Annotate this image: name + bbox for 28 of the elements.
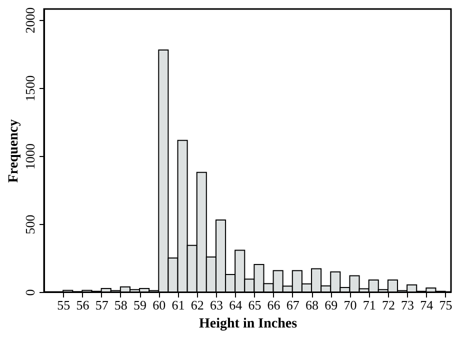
x-tick-label: 56	[76, 298, 90, 312]
x-tick-label: 69	[324, 298, 338, 312]
x-tick-label: 71	[362, 298, 376, 312]
y-tick-label: 0	[22, 289, 38, 296]
x-tick-label: 63	[210, 298, 223, 312]
x-tick-label: 66	[267, 298, 281, 312]
y-tick-label: 500	[22, 214, 38, 234]
x-tick-label: 75	[439, 298, 452, 312]
x-tick-label: 55	[57, 298, 70, 312]
x-tick-label: 64	[229, 298, 243, 312]
x-tick-label: 58	[114, 298, 128, 312]
x-tick-label: 72	[382, 298, 395, 312]
x-axis-title: Height in Inches	[198, 316, 298, 332]
y-tick-label: 1000	[22, 143, 38, 170]
x-tick-label: 61	[172, 298, 185, 312]
x-tick-label: 60	[152, 298, 166, 312]
y-axis-title: Frequency	[6, 119, 22, 183]
x-tick-label: 73	[401, 298, 414, 312]
y-tick-label: 2000	[22, 7, 38, 34]
x-tick-label: 65	[248, 298, 262, 312]
x-tick-label: 68	[306, 298, 319, 312]
x-tick-label: 67	[286, 298, 300, 312]
x-tick-label: 70	[344, 298, 357, 312]
y-tick-label: 1500	[22, 75, 38, 102]
x-tick-label: 57	[95, 298, 109, 312]
x-tick-label: 74	[420, 298, 434, 312]
x-tick-label: 59	[134, 298, 147, 312]
x-tick-label: 62	[190, 298, 204, 312]
